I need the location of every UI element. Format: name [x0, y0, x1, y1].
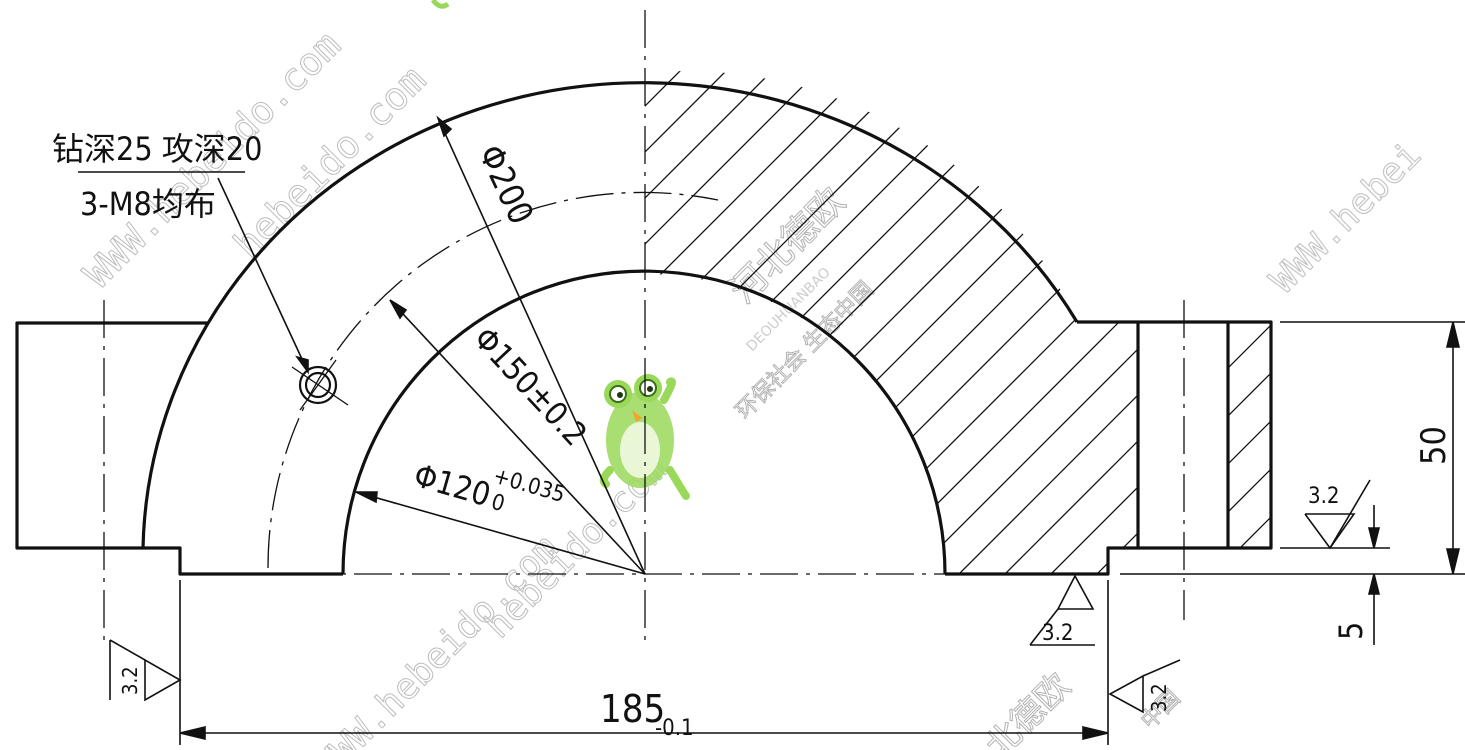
bore-diameter-label: Φ120 [410, 456, 495, 514]
watermark-url-right: WWW.hebei [1262, 134, 1429, 301]
hatch-line [645, 71, 784, 575]
roughness-symbol-left-end [109, 639, 182, 702]
height-dimension [1120, 321, 1465, 575]
hatch-line [645, 71, 1106, 575]
roughness-right-end-value: 3.2 [1147, 683, 1171, 712]
hole-note-thread: 3-M8均布 [80, 185, 216, 223]
roughness-left-end-value: 3.2 [118, 666, 142, 695]
watermark-brand-cn-bottom: 北德欧 [978, 666, 1078, 750]
overall-length-dimension [179, 580, 1109, 745]
hatch-line [1136, 71, 1138, 575]
hatch-line [952, 71, 1138, 575]
frog-logo-top-icon [430, 0, 450, 9]
bore-tol-lower: 0 [488, 490, 507, 518]
hatch-line [998, 320, 1228, 550]
hatch-line [645, 71, 738, 575]
hatch-line [906, 71, 1138, 575]
flange-hatching [998, 320, 1271, 550]
roughness-right-bottom-value: 3.2 [1042, 621, 1073, 646]
hatch-line [860, 71, 1138, 575]
m8-hole-symbol [291, 359, 349, 411]
radial-dimension-lines [355, 115, 646, 575]
frog-logo-icon [599, 374, 690, 500]
hole-note-depth: 钻深25 攻深20 [52, 130, 262, 168]
hatch-line [645, 71, 830, 575]
bolt-circle-label: Φ150±0.2 [466, 320, 594, 454]
height-label: 50 [1414, 426, 1454, 465]
watermark-url-bottom: WWW.hebeido.com [307, 527, 566, 750]
step-dimension [1280, 505, 1390, 645]
hole-note-leader [78, 171, 309, 375]
watermarks: hebeido.com WWW.hebeido.com WWW.hebei he… [75, 22, 1430, 750]
hatch-line [1228, 372, 1271, 417]
hatch-line [1044, 71, 1138, 575]
hatch-line [1228, 468, 1271, 513]
hatch-line [998, 71, 1138, 575]
outer-diameter-label: Φ200 [470, 139, 541, 231]
hatch-line [1228, 324, 1271, 369]
hatch-line [645, 71, 876, 575]
hatch-line [645, 71, 968, 575]
roughness-symbol-right-top [1304, 479, 1371, 550]
overall-length-tol: -0.1 [655, 716, 694, 741]
roughness-symbol-right-bottom [1029, 574, 1095, 646]
hatch-line [1090, 71, 1138, 575]
hatch-line [1228, 420, 1271, 465]
hatch-line [722, 71, 1138, 575]
roughness-symbol-right-end [1108, 659, 1181, 714]
watermark-brand-cn: 河北德欧 [722, 181, 853, 312]
step-depth-label: 5 [1332, 622, 1370, 640]
roughness-right-top-value: 3.2 [1308, 484, 1339, 509]
hatch-line [645, 71, 1138, 575]
overall-length-label: 185 [600, 687, 665, 731]
